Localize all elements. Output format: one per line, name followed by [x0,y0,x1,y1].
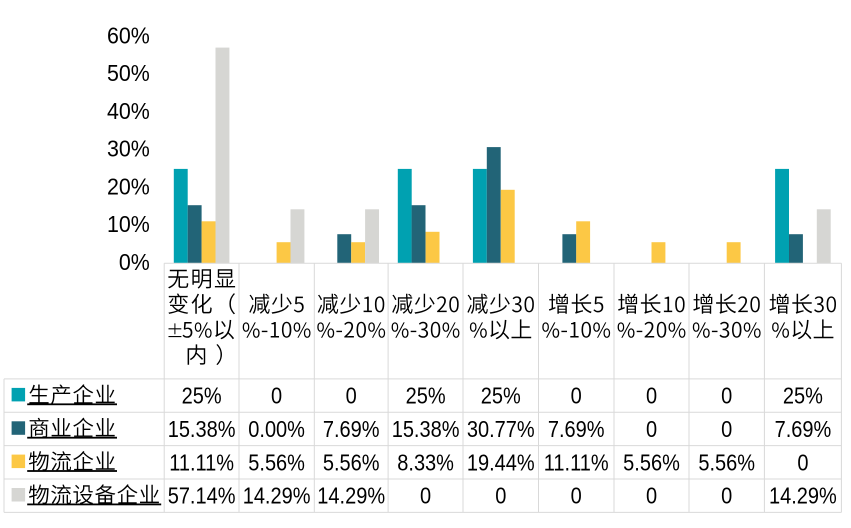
svg-text:14.29%: 14.29% [317,482,385,509]
svg-text:0: 0 [721,415,732,442]
svg-text:15.38%: 15.38% [168,415,236,442]
svg-text:8.33%: 8.33% [397,449,454,476]
svg-text:25%: 25% [481,382,521,409]
svg-text:0: 0 [420,482,431,509]
svg-text:0: 0 [271,382,282,409]
svg-text:14.29%: 14.29% [243,482,311,509]
svg-text:10%: 10% [107,211,150,237]
svg-text:11.11%: 11.11% [169,449,234,476]
svg-text:25%: 25% [182,382,222,409]
svg-text:14.29%: 14.29% [769,482,837,509]
svg-text:60%: 60% [107,23,150,49]
svg-text:0: 0 [797,449,808,476]
svg-text:5.56%: 5.56% [323,449,380,476]
svg-text:0: 0 [495,482,506,509]
svg-text:19.44%: 19.44% [467,449,535,476]
svg-text:0.00%: 0.00% [248,415,305,442]
svg-text:0: 0 [646,415,657,442]
svg-text:0: 0 [571,482,582,509]
svg-text:30%: 30% [107,136,150,162]
svg-text:5.56%: 5.56% [248,449,305,476]
svg-text:7.69%: 7.69% [323,415,380,442]
svg-text:11.11%: 11.11% [544,449,609,476]
svg-text:50%: 50% [107,60,150,86]
svg-text:57.14%: 57.14% [168,482,236,509]
svg-text:40%: 40% [107,98,150,124]
svg-text:0: 0 [646,482,657,509]
svg-text:5.56%: 5.56% [623,449,680,476]
svg-text:20%: 20% [107,173,150,199]
svg-text:15.38%: 15.38% [392,415,460,442]
svg-text:30.77%: 30.77% [467,415,535,442]
svg-text:0: 0 [721,382,732,409]
svg-text:0: 0 [571,382,582,409]
svg-text:25%: 25% [783,382,823,409]
svg-text:5.56%: 5.56% [698,449,755,476]
svg-text:0: 0 [721,482,732,509]
svg-text:25%: 25% [406,382,446,409]
svg-text:0%: 0% [119,249,150,275]
svg-text:0: 0 [646,382,657,409]
svg-text:7.69%: 7.69% [775,415,832,442]
svg-text:0: 0 [346,382,357,409]
svg-text:7.69%: 7.69% [548,415,605,442]
